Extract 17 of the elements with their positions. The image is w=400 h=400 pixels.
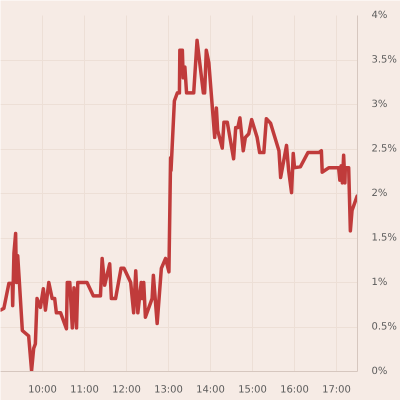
x-tick-label: 17:00: [322, 384, 351, 396]
y-tick-label: 2%: [372, 188, 388, 199]
x-tick-label: 15:00: [238, 384, 267, 396]
y-tick-label: 3.5%: [372, 54, 397, 66]
y-tick-label: 4%: [372, 10, 388, 21]
y-tick-label: 0%: [372, 366, 388, 377]
x-tick-label: 11:00: [70, 384, 99, 396]
x-tick-label: 14:00: [196, 384, 225, 396]
y-tick-label: 1%: [372, 277, 388, 288]
x-tick-label: 12:00: [112, 384, 141, 396]
y-tick-label: 2.5%: [372, 144, 397, 154]
x-tick-label: 16:00: [280, 384, 309, 396]
x-tick-label: 13:00: [154, 384, 183, 396]
y-tick-label: 1.5%: [372, 232, 397, 244]
y-tick-label: 3%: [372, 99, 388, 110]
x-tick-label: 10:00: [28, 384, 57, 396]
y-tick-label: 0.5%: [372, 322, 397, 332]
